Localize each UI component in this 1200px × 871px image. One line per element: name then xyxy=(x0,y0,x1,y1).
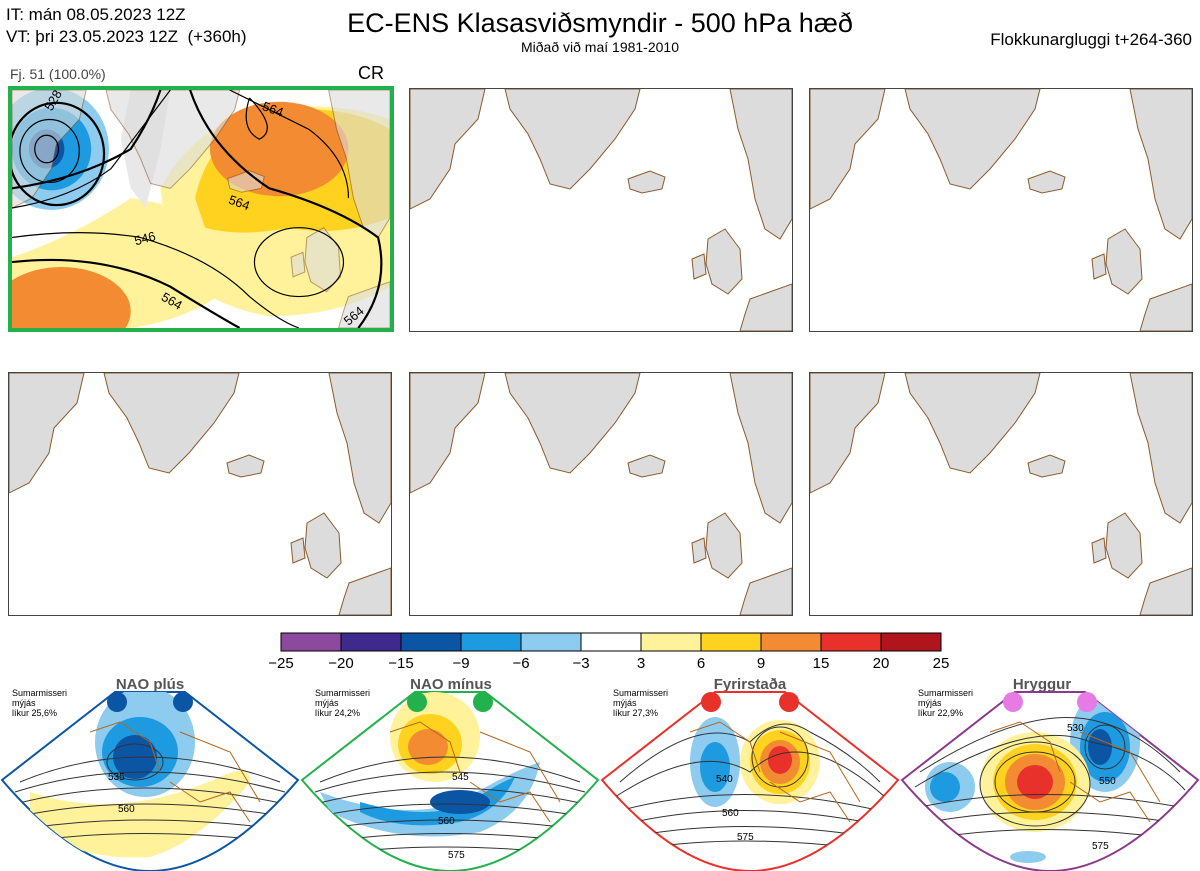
contour-label: 575 xyxy=(737,832,754,843)
contour-label: 564 xyxy=(260,98,285,119)
colorbar xyxy=(280,632,942,652)
cluster-map-1-canvas: 528 546 564 564 564 564 xyxy=(12,90,390,328)
colorbar-tick-label: 3 xyxy=(636,655,646,672)
contour-label: 535 xyxy=(108,772,125,783)
contour-label: 575 xyxy=(448,850,465,861)
regime-info: Sumarmisseri mýjás líkur 27,3% xyxy=(613,688,668,718)
regime-title: Hryggur xyxy=(1012,676,1072,693)
contour-label: 540 xyxy=(716,774,733,785)
cluster-map-2 xyxy=(409,88,793,332)
regime-map-nao-plus: 535 560 xyxy=(0,691,300,871)
contour-label: 545 xyxy=(452,772,469,783)
contour-label: 560 xyxy=(438,816,455,827)
regime-map-nao-minus: 545 560 575 xyxy=(300,691,600,871)
cluster-code: CR xyxy=(358,63,384,83)
contour-label: 575 xyxy=(1092,841,1109,852)
map-canvas xyxy=(410,373,792,615)
colorbar-tick-label: −6 xyxy=(512,655,530,672)
regime-season: Sumarmisseri xyxy=(12,688,68,698)
map-canvas xyxy=(810,89,1192,331)
colorbar-tick-label: −9 xyxy=(452,655,470,672)
height-contours xyxy=(12,90,383,328)
page-subtitle: Miðað við maí 1981-2010 xyxy=(521,39,679,55)
colorbar-tick-label: 6 xyxy=(696,655,706,672)
regime-title: Fyrirstaða xyxy=(713,676,787,693)
colorbar-tick-label: 15 xyxy=(812,655,830,672)
cluster-map-3 xyxy=(809,88,1193,332)
colorbar-tick-label: 20 xyxy=(872,655,890,672)
contour-label: 560 xyxy=(118,804,135,815)
regime-title: NAO plús xyxy=(115,676,185,693)
classification-window: Flokkunargluggi t+264-360 xyxy=(990,30,1192,49)
colorbar-swatch xyxy=(280,632,342,652)
colorbar-swatch xyxy=(880,632,942,652)
regime-smoothing: mýjás xyxy=(12,698,36,708)
regime-info: Sumarmisseri mýjás líkur 22,9% xyxy=(918,688,973,718)
contour-label: 550 xyxy=(1099,776,1116,787)
init-time: IT: mán 08.05.2023 12Z xyxy=(6,5,186,24)
contour-label: 530 xyxy=(1067,723,1084,734)
colorbar-swatch xyxy=(580,632,642,652)
regime-smoothing: mýjás xyxy=(918,698,942,708)
colorbar-tick-label: −25 xyxy=(268,655,294,672)
contour-label: 564 xyxy=(227,192,252,213)
contour-label: 546 xyxy=(133,228,158,248)
colorbar-swatch xyxy=(460,632,522,652)
colorbar-swatch xyxy=(520,632,582,652)
header-times: IT: mán 08.05.2023 12Z VT: þri 23.05.202… xyxy=(6,4,247,48)
regime-smoothing: mýjás xyxy=(613,698,637,708)
regime-likelihood: líkur 25,6% xyxy=(12,708,58,718)
colorbar-swatch xyxy=(760,632,822,652)
regime-likelihood: líkur 24,2% xyxy=(315,708,361,718)
contour-label: 560 xyxy=(722,808,739,819)
cluster-map-5 xyxy=(409,372,793,616)
regime-likelihood: líkur 22,9% xyxy=(918,708,964,718)
regime-map-ridge: 530 550 575 xyxy=(900,691,1200,871)
colorbar-swatch xyxy=(400,632,462,652)
colorbar-tick-label: −20 xyxy=(328,655,354,672)
colorbar-tick-label: −15 xyxy=(388,655,414,672)
regime-season: Sumarmisseri xyxy=(315,688,371,698)
colorbar-swatch xyxy=(640,632,702,652)
valid-time: VT: þri 23.05.2023 12Z (+360h) xyxy=(6,27,247,46)
map-canvas xyxy=(410,89,792,331)
colorbar-swatch xyxy=(700,632,762,652)
regime-season: Sumarmisseri xyxy=(613,688,669,698)
cluster-map-6 xyxy=(809,372,1193,616)
colorbar-tick-label: −3 xyxy=(572,655,590,672)
regime-season: Sumarmisseri xyxy=(918,688,974,698)
map-canvas xyxy=(9,373,391,615)
regime-smoothing: mýjás xyxy=(315,698,339,708)
regime-info: Sumarmisseri mýjás líkur 25,6% xyxy=(12,688,67,718)
regime-likelihood: líkur 27,3% xyxy=(613,708,659,718)
page-title: EC-ENS Klasasviðsmyndir - 500 hPa hæð xyxy=(347,8,853,38)
colorbar-swatch xyxy=(820,632,882,652)
colorbar-tick-label: 9 xyxy=(756,655,766,672)
regime-info: Sumarmisseri mýjás líkur 24,2% xyxy=(315,688,370,718)
cluster-map-4 xyxy=(8,372,392,616)
cluster-map-1[interactable]: 528 546 564 564 564 564 xyxy=(8,86,394,332)
map-canvas xyxy=(810,373,1192,615)
regime-map-blocking: 540 560 575 xyxy=(600,691,900,871)
colorbar-swatch xyxy=(340,632,402,652)
colorbar-tick-label: 25 xyxy=(932,655,950,672)
regime-title: NAO mínus xyxy=(410,676,492,693)
cluster-label: Fj. 51 (100.0%) xyxy=(10,66,106,82)
